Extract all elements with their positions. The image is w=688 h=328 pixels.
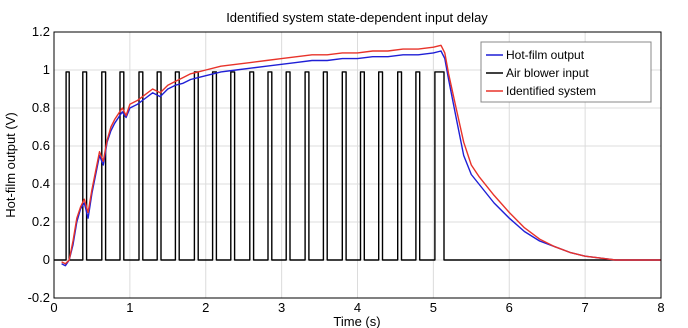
x-tick-label: 6 — [506, 300, 513, 315]
x-tick-label: 7 — [582, 300, 589, 315]
y-tick-label: 0.4 — [32, 176, 50, 191]
series-line-hot-film — [61, 50, 661, 267]
y-tick-label: 1 — [43, 62, 50, 77]
legend-label-identified: Identified system — [506, 84, 596, 98]
x-tick-label: 2 — [202, 300, 209, 315]
plot-frame — [53, 31, 662, 299]
legend: Hot-film output Air blower input Identif… — [480, 41, 652, 103]
x-tick-label: 3 — [278, 300, 285, 315]
legend-box — [480, 41, 652, 103]
legend-label-hot-film: Hot-film output — [506, 48, 585, 62]
y-tick-label: 0 — [43, 252, 50, 267]
y-axis-label: Hot-film output (V) — [3, 112, 18, 217]
y-tick-label: 0.6 — [32, 138, 50, 153]
x-tick-label: 4 — [354, 300, 361, 315]
x-tick-label: 1 — [126, 300, 133, 315]
y-tick-label: 0.8 — [32, 100, 50, 115]
x-tick-label: 8 — [657, 300, 664, 315]
y-ticks: -0.2 0 0.2 0.4 0.6 0.8 1 1.2 — [28, 24, 50, 305]
x-tick-label: 5 — [430, 300, 437, 315]
legend-label-blower: Air blower input — [506, 66, 589, 80]
y-tick-label: 0.2 — [32, 214, 50, 229]
chart-title: Identified system state-dependent input … — [226, 10, 488, 25]
series-line-blower — [54, 71, 661, 261]
series-line-identified — [61, 44, 661, 265]
y-tick-label: -0.2 — [28, 290, 50, 305]
x-tick-label: 0 — [50, 300, 57, 315]
x-ticks: 0 1 2 3 4 5 6 7 8 — [50, 300, 664, 315]
x-axis-label: Time (s) — [333, 314, 380, 328]
plot-area — [54, 44, 661, 267]
y-tick-label: 1.2 — [32, 24, 50, 39]
